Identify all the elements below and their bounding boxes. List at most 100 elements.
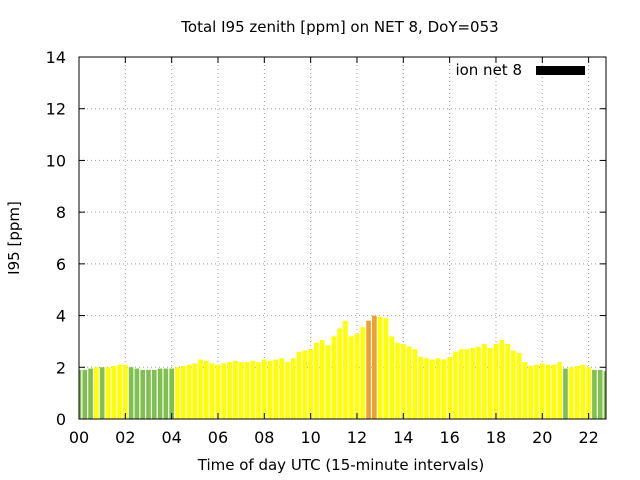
x-tick-label: 20 (532, 428, 552, 447)
bar (79, 369, 82, 419)
bar (366, 320, 371, 419)
bar (267, 360, 273, 419)
bar (348, 336, 354, 419)
bar (204, 360, 209, 419)
bar (505, 344, 510, 419)
x-tick-label: 04 (161, 428, 181, 447)
y-axis-label: I95 [ppm] (5, 201, 23, 275)
bar (424, 358, 429, 419)
bar (592, 369, 597, 419)
plot-border (78, 56, 607, 420)
bar (377, 316, 383, 419)
bar (244, 362, 250, 419)
grid-lines (79, 57, 606, 419)
bar (470, 347, 476, 419)
y-tick-label: 6 (56, 255, 66, 274)
bar (511, 350, 516, 419)
bar (400, 344, 406, 419)
x-tick-label: 16 (439, 428, 459, 447)
bar (482, 344, 487, 419)
bar (279, 358, 285, 419)
bar (314, 342, 319, 419)
y-tick-label: 14 (46, 48, 66, 67)
bar (574, 365, 580, 419)
bar-series (79, 315, 606, 419)
bar (395, 342, 400, 419)
bar (180, 365, 186, 419)
bar (308, 349, 313, 419)
bar (464, 349, 470, 419)
bar (82, 369, 88, 419)
bar (99, 367, 105, 419)
bar (447, 356, 452, 419)
bar (198, 359, 203, 419)
bar (88, 368, 93, 419)
bar (325, 345, 331, 419)
bar (117, 364, 122, 419)
y-tick-labels: 0 2 4 6 8 10 12 14 (46, 48, 66, 429)
x-tick-label: 14 (393, 428, 413, 447)
bar (453, 351, 458, 419)
bar (557, 362, 562, 419)
bar (227, 362, 232, 419)
y-tick-label: 12 (46, 100, 66, 119)
bar (250, 360, 256, 419)
bar (568, 367, 574, 419)
bar (389, 336, 395, 419)
bar (140, 369, 146, 419)
bar (157, 368, 163, 419)
bar (435, 358, 441, 419)
bar (111, 365, 117, 419)
bar (209, 363, 215, 419)
bar (94, 367, 99, 419)
bar (105, 367, 111, 419)
bar (522, 362, 528, 419)
bar (418, 356, 423, 419)
bar (296, 351, 302, 419)
bar (134, 368, 140, 419)
bar (429, 359, 435, 419)
x-tick-labels: 00 02 04 06 08 10 12 14 16 18 20 22 (69, 428, 599, 447)
x-tick-label: 12 (347, 428, 367, 447)
bar (273, 359, 279, 419)
bar (476, 346, 481, 419)
x-tick-label: 18 (486, 428, 506, 447)
bar (319, 340, 325, 419)
y-tick-label: 0 (56, 410, 66, 429)
x-tick-label: 22 (578, 428, 598, 447)
bar (528, 365, 534, 419)
bar (539, 363, 545, 419)
bar (302, 350, 308, 419)
bar (412, 349, 418, 419)
bar (337, 328, 342, 419)
x-tick-label: 06 (208, 428, 228, 447)
bar (331, 336, 337, 419)
bar (290, 358, 296, 419)
y-tick-label: 2 (56, 358, 66, 377)
bar (534, 364, 539, 419)
x-axis-label: Time of day UTC (15-minute intervals) (197, 456, 484, 474)
legend-swatch (536, 66, 585, 75)
bar (221, 363, 227, 419)
bar (441, 359, 447, 419)
legend: ion net 8 (455, 61, 585, 79)
bar (186, 364, 192, 419)
axis-ticks (78, 56, 606, 420)
bar (406, 346, 412, 419)
bar (192, 363, 198, 419)
bar (487, 347, 493, 419)
bar (343, 320, 348, 419)
bar (372, 315, 377, 419)
legend-label: ion net 8 (455, 61, 522, 79)
y-tick-label: 4 (56, 307, 66, 326)
bar (597, 369, 603, 419)
bar (493, 344, 499, 419)
bar (499, 340, 505, 419)
bar (545, 364, 551, 419)
chart-title: Total I95 zenith [ppm] on NET 8, DoY=053 (180, 18, 498, 36)
bar (163, 368, 169, 419)
bar (285, 362, 290, 419)
x-tick-label: 08 (254, 428, 274, 447)
bar (128, 367, 134, 419)
